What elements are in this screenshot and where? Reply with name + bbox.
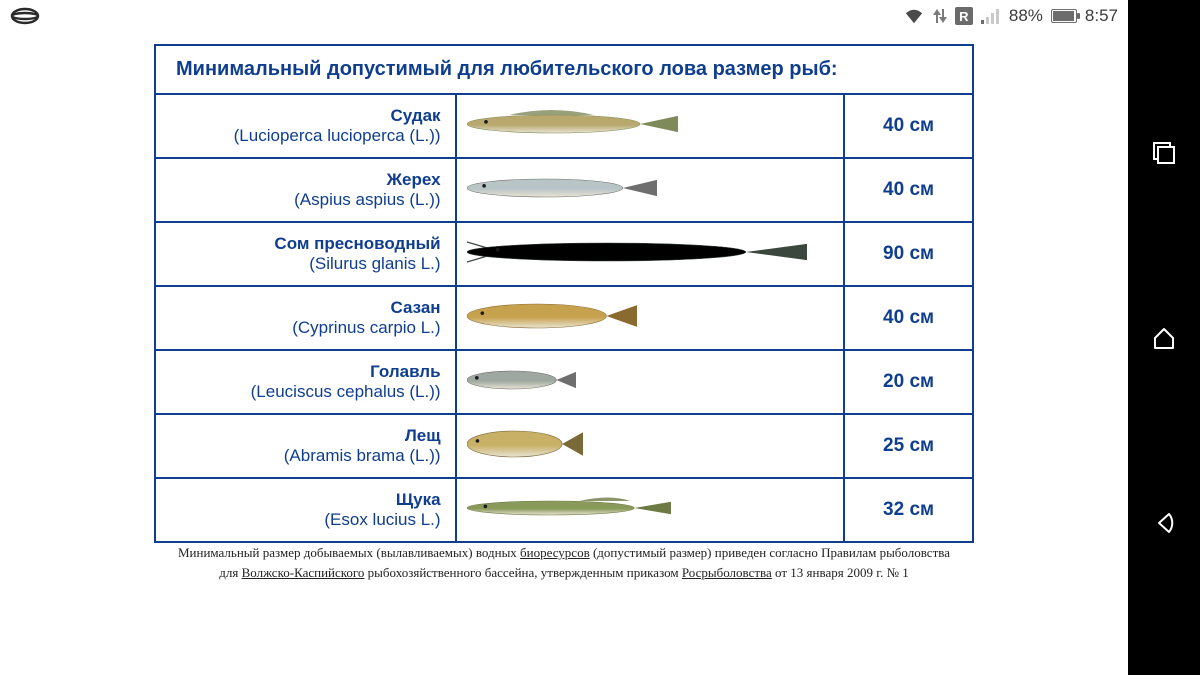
fish-name-cell: Голавль (Leuciscus cephalus (L.)): [155, 350, 456, 414]
table-row: Сазан (Cyprinus carpio L.) 40 см: [155, 286, 973, 350]
fish-name-cell: Сом пресноводный (Silurus glanis L.): [155, 222, 456, 286]
fish-illustration-icon: [467, 387, 576, 404]
footnote-text: от 13 января 2009 г. № 1: [772, 565, 909, 580]
fish-name-ru: Судак: [166, 106, 441, 126]
fish-image-cell: [456, 222, 845, 286]
roaming-badge: R: [955, 7, 973, 25]
table-row: Жерех (Aspius aspius (L.)) 40 см: [155, 158, 973, 222]
table-title: Минимальный допустимый для любительского…: [155, 45, 973, 94]
fish-image-cell: [456, 478, 845, 542]
status-bar: R 88% 8:57: [0, 0, 1128, 32]
fish-name-cell: Лещ (Abramis brama (L.)): [155, 414, 456, 478]
fish-min-size: 32 см: [844, 478, 973, 542]
table-row: Голавль (Leuciscus cephalus (L.)) 20 см: [155, 350, 973, 414]
fish-name-latin: (Silurus glanis L.): [166, 254, 441, 274]
screen-content: R 88% 8:57 Минимальный допустимый для лю…: [0, 0, 1128, 675]
fish-name-ru: Лещ: [166, 426, 441, 446]
wifi-icon: [903, 7, 925, 25]
footnote-text: рыбохозяйственного бассейна, утвержденны…: [364, 565, 681, 580]
footnote: Минимальный размер добываемых (вылавлива…: [138, 543, 990, 582]
battery-icon: [1051, 9, 1077, 23]
fish-name-latin: (Abramis brama (L.)): [166, 446, 441, 466]
fish-name-latin: (Leuciscus cephalus (L.)): [166, 382, 441, 402]
recent-apps-button[interactable]: [1150, 139, 1178, 167]
footnote-text: (допустимый размер) приведен согласно Пр…: [590, 545, 950, 560]
fish-illustration-icon: [467, 323, 637, 340]
fish-name-ru: Жерех: [166, 170, 441, 190]
table-row: Сом пресноводный (Silurus glanis L.) 90 …: [155, 222, 973, 286]
fish-name-latin: (Aspius aspius (L.)): [166, 190, 441, 210]
document-viewport[interactable]: Минимальный допустимый для любительского…: [0, 32, 1128, 675]
fish-image-cell: [456, 158, 845, 222]
fish-min-size: 25 см: [844, 414, 973, 478]
fish-image-cell: [456, 414, 845, 478]
fish-image-cell: [456, 94, 845, 158]
fish-size-table: Минимальный допустимый для любительского…: [154, 44, 974, 543]
fish-illustration-icon: [467, 259, 807, 276]
carrier-logo-icon: [10, 6, 40, 26]
home-button[interactable]: [1150, 324, 1178, 352]
footnote-underline: Волжско-Каспийского: [242, 565, 365, 580]
fish-min-size: 20 см: [844, 350, 973, 414]
fish-illustration-icon: [467, 451, 583, 468]
fish-name-ru: Сазан: [166, 298, 441, 318]
fish-name-cell: Судак (Lucioperca lucioperca (L.)): [155, 94, 456, 158]
fish-name-latin: (Esox lucius L.): [166, 510, 441, 530]
fish-min-size: 40 см: [844, 94, 973, 158]
fish-name-cell: Щука (Esox lucius L.): [155, 478, 456, 542]
footnote-text: Минимальный размер добываемых (вылавлива…: [178, 545, 520, 560]
footnote-underline: Росрыболовства: [682, 565, 772, 580]
fish-illustration-icon: [467, 515, 671, 532]
fish-name-latin: (Lucioperca lucioperca (L.)): [166, 126, 441, 146]
table-row: Щука (Esox lucius L.) 32 см: [155, 478, 973, 542]
footnote-underline: биоресурсов: [520, 545, 590, 560]
data-updown-icon: [933, 7, 947, 25]
fish-illustration-icon: [467, 195, 657, 212]
table-row: Судак (Lucioperca lucioperca (L.)) 40 см: [155, 94, 973, 158]
fish-name-ru: Сом пресноводный: [166, 234, 441, 254]
fish-name-cell: Сазан (Cyprinus carpio L.): [155, 286, 456, 350]
clock: 8:57: [1085, 6, 1118, 26]
android-nav-bar: [1128, 0, 1200, 675]
cell-signal-icon: [981, 8, 1001, 24]
back-button[interactable]: [1150, 509, 1178, 537]
footnote-text: для: [219, 565, 241, 580]
fish-name-cell: Жерех (Aspius aspius (L.)): [155, 158, 456, 222]
table-title-row: Минимальный допустимый для любительского…: [155, 45, 973, 94]
fish-illustration-icon: [467, 131, 678, 148]
fish-image-cell: [456, 350, 845, 414]
fish-name-ru: Голавль: [166, 362, 441, 382]
fish-min-size: 40 см: [844, 286, 973, 350]
fish-name-latin: (Cyprinus carpio L.): [166, 318, 441, 338]
fish-min-size: 40 см: [844, 158, 973, 222]
battery-percent: 88%: [1009, 6, 1043, 26]
fish-image-cell: [456, 286, 845, 350]
fish-name-ru: Щука: [166, 490, 441, 510]
table-row: Лещ (Abramis brama (L.)) 25 см: [155, 414, 973, 478]
fish-min-size: 90 см: [844, 222, 973, 286]
